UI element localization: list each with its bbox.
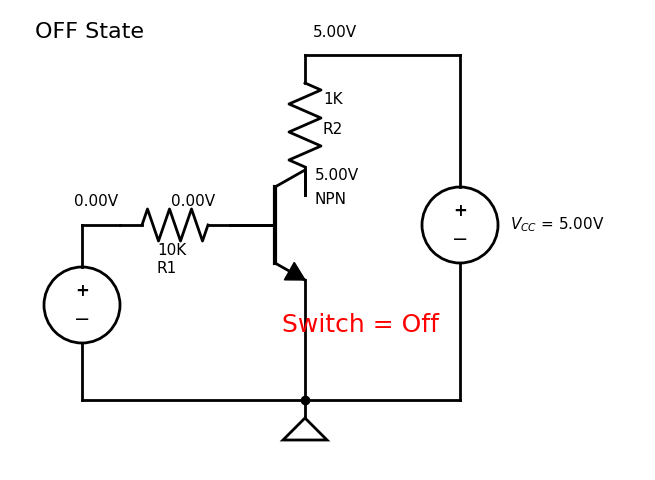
Text: 0.00V: 0.00V [171, 194, 215, 209]
Text: 0.00V: 0.00V [74, 194, 118, 209]
Text: Switch = Off: Switch = Off [282, 313, 438, 337]
Text: 5.00V: 5.00V [313, 25, 357, 40]
Text: +: + [453, 202, 467, 219]
Text: R2: R2 [323, 122, 343, 137]
Text: 10K: 10K [157, 243, 186, 258]
Text: R1: R1 [157, 261, 178, 276]
Text: OFF State: OFF State [35, 22, 144, 42]
Text: +: + [75, 282, 89, 300]
Text: $V_{CC}$ = 5.00V: $V_{CC}$ = 5.00V [510, 216, 605, 234]
Text: 5.00V: 5.00V [315, 168, 359, 183]
Text: −: − [74, 310, 90, 329]
Text: NPN: NPN [315, 192, 347, 207]
Text: −: − [452, 230, 468, 249]
Polygon shape [284, 263, 305, 280]
Text: 1K: 1K [323, 93, 343, 108]
